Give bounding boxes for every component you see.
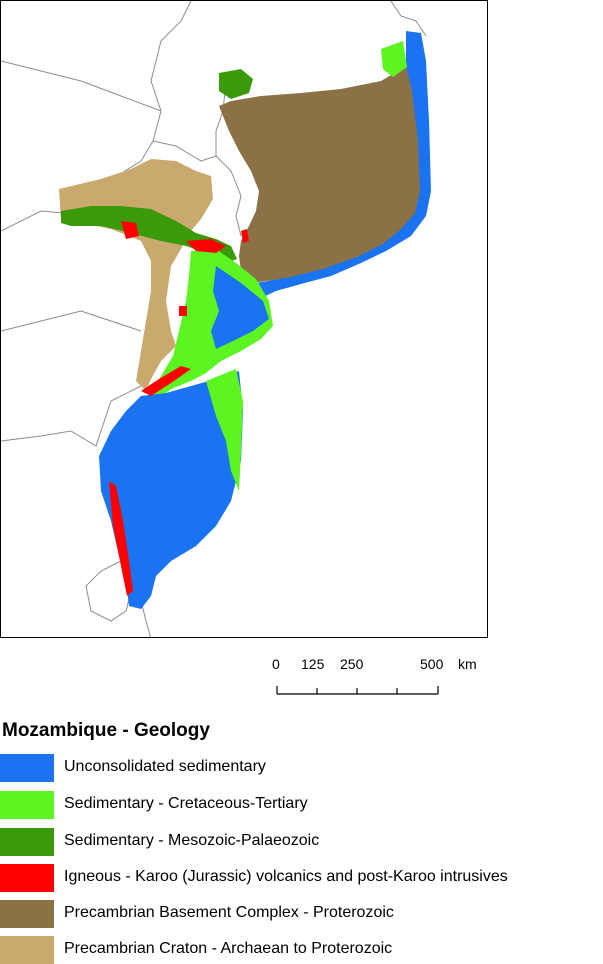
- legend-title: Mozambique - Geology: [2, 720, 210, 741]
- legend-label: Precambrian Craton - Archaean to Protero…: [64, 940, 393, 957]
- country-borders: [1, 1, 427, 637]
- north-green-patch: [219, 69, 253, 99]
- scale-bar-lines: [276, 686, 439, 695]
- basement-complex-region: [219, 66, 421, 284]
- map-frame: [0, 0, 488, 638]
- tete-igneous: [121, 221, 226, 253]
- legend-item-igneous: Igneous - Karoo (Jurassic) volcanics and…: [0, 864, 603, 892]
- legend-swatch: [0, 791, 54, 819]
- legend-swatch: [0, 936, 54, 964]
- small-igneous-2: [241, 229, 249, 243]
- scale-tick-0: 0: [272, 656, 280, 672]
- legend-label: Precambrian Basement Complex - Proterozo…: [64, 904, 394, 921]
- north-coast-sediments: [246, 31, 431, 299]
- central-igneous: [141, 366, 191, 396]
- legend-swatch: [0, 900, 54, 928]
- legend-label: Igneous - Karoo (Jurassic) volcanics and…: [64, 868, 508, 885]
- geology-map: [1, 1, 431, 637]
- scale-tick-125: 125: [301, 656, 325, 672]
- lebombo-igneous: [109, 481, 133, 596]
- beira-sediments: [211, 266, 269, 349]
- legend-item-cretaceous: Sedimentary - Cretaceous-Tertiary: [0, 791, 603, 819]
- small-igneous-1: [179, 306, 187, 316]
- legend-item-unconsolidated: Unconsolidated sedimentary: [0, 754, 603, 782]
- legend-swatch: [0, 828, 54, 856]
- legend-label: Unconsolidated sedimentary: [64, 758, 266, 775]
- north-coast-green: [381, 41, 407, 77]
- legend-swatch: [0, 864, 54, 892]
- legend-swatch: [0, 754, 54, 782]
- legend-item-basement: Precambrian Basement Complex - Proterozo…: [0, 900, 603, 928]
- legend-label: Sedimentary - Mesozoic-Palaeozoic: [64, 832, 320, 849]
- legend-item-mesozoic: Sedimentary - Mesozoic-Palaeozoic: [0, 828, 603, 856]
- south-sediments: [99, 371, 243, 609]
- scale-bar: 0 125 250 500 km: [270, 656, 490, 701]
- south-cretaceous: [206, 369, 243, 491]
- scale-tick-250: 250: [340, 656, 364, 672]
- legend-item-craton: Precambrian Craton - Archaean to Protero…: [0, 936, 603, 964]
- legend-label: Sedimentary - Cretaceous-Tertiary: [64, 795, 308, 812]
- scale-unit: km: [458, 656, 477, 672]
- tete-mesozoic: [61, 206, 237, 263]
- scale-tick-500: 500: [420, 656, 444, 672]
